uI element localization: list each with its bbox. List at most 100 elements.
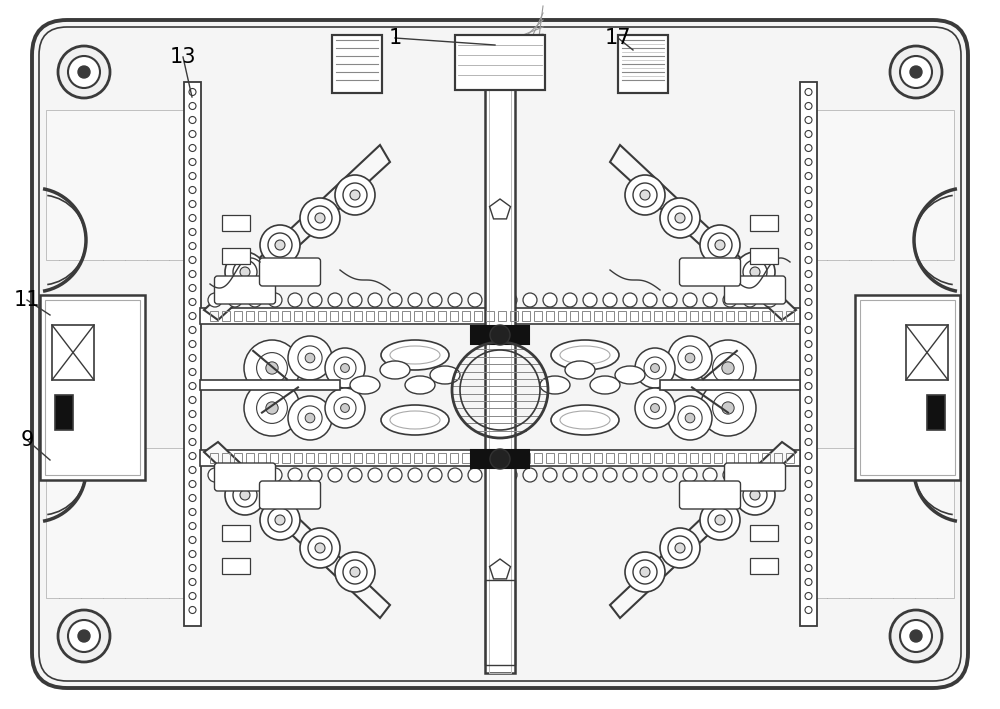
Bar [855, 295, 960, 480]
Circle shape [189, 145, 196, 152]
Circle shape [805, 172, 812, 179]
Circle shape [805, 354, 812, 362]
Bar [489, 35, 511, 673]
Circle shape [189, 130, 196, 138]
Bar [498, 311, 506, 321]
Circle shape [805, 159, 812, 165]
Ellipse shape [565, 361, 595, 379]
Bar [486, 311, 494, 321]
Circle shape [325, 388, 365, 428]
Circle shape [583, 293, 597, 307]
Bar [485, 580, 515, 665]
Circle shape [248, 468, 262, 482]
Circle shape [240, 267, 250, 277]
FancyBboxPatch shape [214, 276, 276, 304]
Bar [46, 110, 186, 260]
Circle shape [368, 293, 382, 307]
Circle shape [228, 468, 242, 482]
Circle shape [910, 630, 922, 642]
Bar [630, 311, 638, 321]
Circle shape [700, 225, 740, 265]
Bar [714, 453, 722, 463]
Circle shape [743, 293, 757, 307]
Ellipse shape [590, 376, 620, 394]
Bar [690, 311, 698, 321]
Circle shape [288, 293, 302, 307]
Bar [762, 311, 770, 321]
Bar [786, 453, 794, 463]
Circle shape [189, 481, 196, 488]
Bar [455, 35, 545, 90]
Circle shape [625, 175, 665, 215]
Text: 9: 9 [20, 430, 34, 450]
Circle shape [189, 159, 196, 165]
Circle shape [723, 293, 737, 307]
Bar [618, 453, 626, 463]
Circle shape [603, 293, 617, 307]
Bar [750, 453, 758, 463]
Circle shape [45, 312, 51, 318]
Polygon shape [490, 199, 510, 219]
Bar [330, 453, 338, 463]
Bar [306, 311, 314, 321]
Circle shape [408, 468, 422, 482]
Circle shape [805, 579, 812, 586]
Bar [210, 453, 218, 463]
Circle shape [189, 201, 196, 208]
Circle shape [388, 468, 402, 482]
Circle shape [715, 240, 725, 250]
Circle shape [268, 233, 292, 257]
Ellipse shape [540, 376, 570, 394]
Circle shape [743, 260, 767, 284]
Circle shape [805, 130, 812, 138]
Ellipse shape [615, 366, 645, 384]
Bar [234, 453, 242, 463]
Circle shape [633, 560, 657, 584]
Bar [660, 380, 800, 390]
Bar [234, 311, 242, 321]
Circle shape [703, 293, 717, 307]
Circle shape [189, 396, 196, 403]
Bar [546, 311, 554, 321]
Circle shape [189, 411, 196, 418]
Bar [570, 311, 578, 321]
Circle shape [240, 490, 250, 500]
Circle shape [651, 403, 659, 413]
Circle shape [335, 552, 375, 592]
Circle shape [805, 494, 812, 501]
Circle shape [703, 468, 717, 482]
Bar [55, 395, 73, 430]
Circle shape [325, 348, 365, 388]
Circle shape [388, 293, 402, 307]
Bar [332, 35, 382, 93]
Circle shape [563, 468, 577, 482]
Text: 1: 1 [388, 28, 402, 48]
Circle shape [675, 213, 685, 223]
Bar [666, 453, 674, 463]
Circle shape [700, 500, 740, 540]
Bar [702, 453, 710, 463]
Bar [786, 311, 794, 321]
Circle shape [949, 347, 955, 353]
Circle shape [41, 423, 55, 437]
Bar [471, 326, 529, 344]
Circle shape [408, 293, 422, 307]
Bar [330, 311, 338, 321]
Polygon shape [204, 145, 390, 320]
Bar [618, 35, 668, 93]
Bar [750, 525, 778, 541]
Circle shape [805, 593, 812, 600]
Bar [726, 311, 734, 321]
Bar [200, 308, 800, 324]
Bar [306, 453, 314, 463]
Bar [618, 311, 626, 321]
Text: 11: 11 [14, 290, 40, 310]
Bar [402, 453, 410, 463]
Circle shape [468, 293, 482, 307]
Ellipse shape [551, 340, 619, 370]
Bar [184, 82, 201, 626]
Circle shape [503, 468, 517, 482]
Bar [294, 453, 302, 463]
Circle shape [189, 494, 196, 501]
Polygon shape [610, 145, 796, 320]
